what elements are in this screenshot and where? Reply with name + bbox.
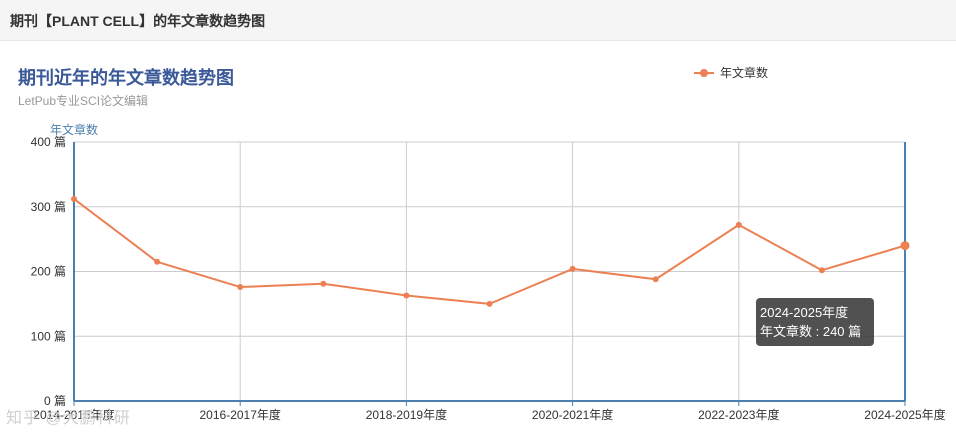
legend-line-icon bbox=[694, 67, 714, 79]
x-tick-label: 2018-2019年度 bbox=[366, 407, 447, 422]
series-line bbox=[73, 198, 906, 305]
data-point bbox=[569, 265, 576, 272]
y-tick-label: 300 篇 bbox=[31, 199, 66, 214]
header-bar: 期刊【PLANT CELL】的年文章数趋势图 bbox=[0, 0, 956, 41]
watermark: 知乎 @大鹏科研 bbox=[6, 410, 131, 427]
y-tick-label: 0 篇 bbox=[44, 393, 66, 408]
x-tick-label: 2020-2021年度 bbox=[532, 407, 613, 422]
chart-tooltip: 2024-2025年度 年文章数 : 240 篇 bbox=[756, 298, 874, 346]
chart-title: 期刊近年的年文章数趋势图 bbox=[18, 68, 234, 88]
x-tick-label: 2016-2017年度 bbox=[200, 407, 281, 422]
page-title: 期刊【PLANT CELL】的年文章数趋势图 bbox=[10, 13, 266, 29]
legend-label: 年文章数 bbox=[720, 66, 769, 80]
data-point bbox=[818, 267, 825, 274]
data-point bbox=[403, 292, 410, 299]
data-point bbox=[71, 195, 77, 202]
x-tick-label: 2014-2015年度 bbox=[33, 407, 114, 422]
y-tick-label: 100 篇 bbox=[31, 328, 66, 343]
x-tick-label: 2022-2023年度 bbox=[698, 407, 779, 422]
y-tick-label: 200 篇 bbox=[31, 264, 66, 279]
x-tick-label: 2024-2025年度 bbox=[864, 407, 945, 422]
data-point bbox=[735, 221, 742, 228]
y-tick-label: 400 篇 bbox=[31, 134, 66, 149]
data-point bbox=[900, 241, 910, 251]
data-point bbox=[652, 276, 659, 283]
chart-subtitle: LetPub专业SCI论文编辑 bbox=[18, 94, 149, 108]
tooltip-value: 年文章数 : 240 篇 bbox=[760, 324, 862, 339]
data-point bbox=[320, 280, 327, 287]
tooltip-category: 2024-2025年度 bbox=[760, 305, 849, 320]
y-axis-label: 年文章数 bbox=[50, 122, 98, 137]
data-point bbox=[154, 258, 161, 265]
chart-legend[interactable]: 年文章数 bbox=[694, 64, 768, 81]
data-point bbox=[237, 284, 244, 291]
data-point bbox=[486, 300, 493, 307]
